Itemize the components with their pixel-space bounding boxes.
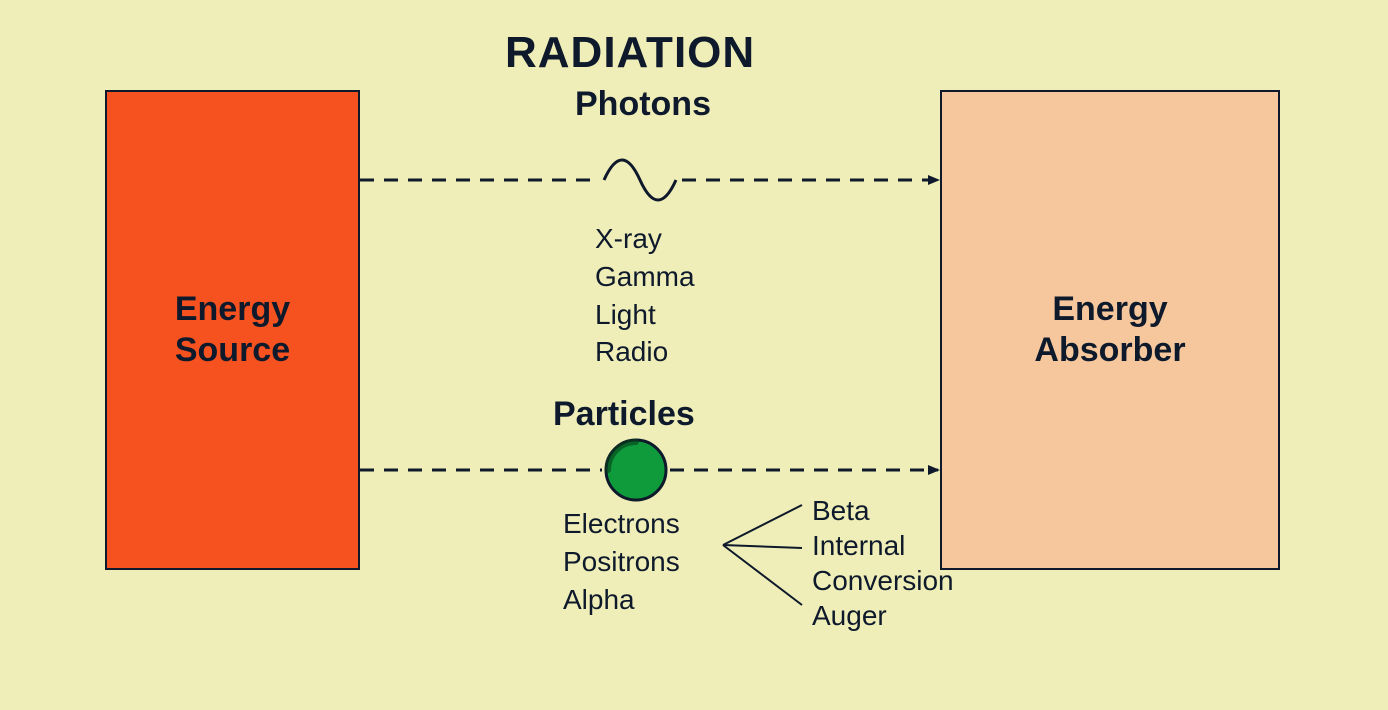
particles-list-item: Positrons	[563, 543, 680, 581]
branch-label: Internal	[812, 530, 905, 562]
photons-list-item: Gamma	[595, 258, 695, 296]
branch-label: Conversion	[812, 565, 954, 597]
energy-source-label-1: Energy	[175, 289, 290, 330]
photons-list-item: Radio	[595, 333, 695, 371]
branch-label: Beta	[812, 495, 870, 527]
photons-list-item: X-ray	[595, 220, 695, 258]
photons-subtitle: Photons	[575, 85, 711, 124]
diagram-title: RADIATION	[505, 28, 755, 78]
photons-list-item: Light	[595, 296, 695, 334]
particles-list-item: Alpha	[563, 581, 680, 619]
energy-absorber-box: Energy Absorber	[940, 90, 1280, 570]
energy-absorber-label-2: Absorber	[1034, 330, 1185, 371]
energy-absorber-label-1: Energy	[1052, 289, 1167, 330]
photons-list: X-rayGammaLightRadio	[595, 220, 695, 371]
particles-list: ElectronsPositronsAlpha	[563, 505, 680, 618]
particles-list-item: Electrons	[563, 505, 680, 543]
particles-subtitle: Particles	[553, 395, 695, 434]
energy-source-box: Energy Source	[105, 90, 360, 570]
energy-source-label-2: Source	[175, 330, 290, 371]
branch-label: Auger	[812, 600, 887, 632]
